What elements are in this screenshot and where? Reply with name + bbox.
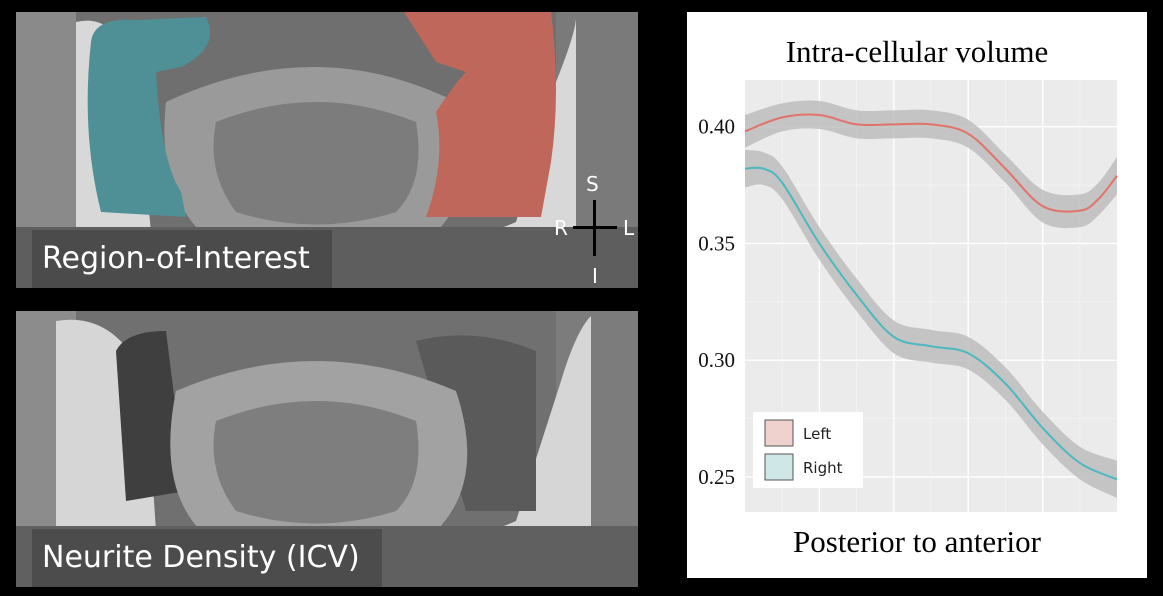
orientation-inferior: I xyxy=(592,264,598,288)
y-tick-label: 0.30 xyxy=(698,348,735,372)
roi-panel-label: Region-of-Interest xyxy=(32,230,332,288)
confidence-bands xyxy=(745,100,1117,498)
y-tick-label: 0.25 xyxy=(698,465,735,489)
y-tick-label: 0.40 xyxy=(698,115,735,139)
orientation-cross-horizontal xyxy=(573,226,617,229)
icv-panel: Neurite Density (ICV) xyxy=(16,311,638,587)
icv-chart: Intra-cellular volume 0.25 0.30 0.35 0.40 L… xyxy=(687,12,1147,578)
legend-swatch-right xyxy=(764,453,794,481)
legend-swatch-left xyxy=(764,419,794,447)
y-tick-label: 0.35 xyxy=(698,231,735,255)
legend: Left Right xyxy=(753,412,863,488)
right-roi-region xyxy=(87,17,211,217)
legend-label-right: Right xyxy=(803,459,843,477)
orientation-superior: S xyxy=(586,172,599,196)
chart-plot: 0.25 0.30 0.35 0.40 Left Right xyxy=(698,80,1118,512)
band-right xyxy=(745,150,1117,498)
chart-xlabel: Posterior to anterior xyxy=(793,524,1041,559)
orientation-left: L xyxy=(623,216,635,240)
chart-title: Intra-cellular volume xyxy=(785,34,1049,69)
line-right xyxy=(744,166,1118,481)
roi-panel: Region-of-Interest S R L I xyxy=(16,12,638,288)
band-left xyxy=(745,100,1117,229)
y-tick-labels: 0.25 0.30 0.35 0.40 xyxy=(698,115,735,489)
icv-panel-label: Neurite Density (ICV) xyxy=(32,529,382,587)
orientation-right: R xyxy=(554,216,568,240)
line-left xyxy=(744,113,1118,213)
legend-label-left: Left xyxy=(803,425,831,443)
left-roi-region xyxy=(404,12,556,217)
series-lines xyxy=(744,113,1118,481)
